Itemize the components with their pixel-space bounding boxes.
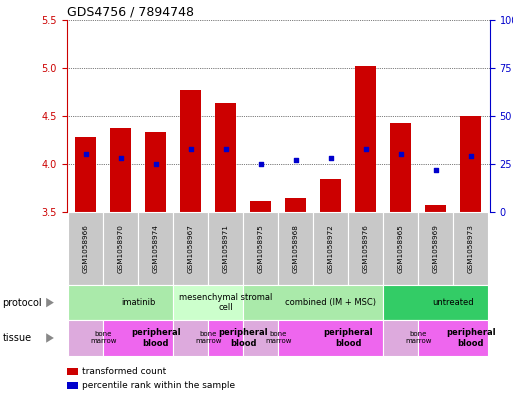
Bar — [181, 90, 201, 212]
Bar — [208, 320, 243, 356]
Bar — [68, 285, 173, 320]
Text: peripheral
blood: peripheral blood — [446, 328, 496, 348]
Bar — [460, 116, 481, 212]
Point — [82, 151, 90, 158]
Bar — [278, 320, 383, 356]
Bar — [145, 132, 166, 212]
Point — [397, 151, 405, 158]
Point — [222, 145, 230, 152]
Bar — [383, 285, 488, 320]
Bar — [418, 320, 488, 356]
Bar — [250, 201, 271, 212]
Polygon shape — [46, 298, 54, 307]
Text: GSM1058968: GSM1058968 — [293, 224, 299, 273]
Bar — [418, 212, 453, 285]
Point — [187, 145, 195, 152]
Bar — [243, 212, 278, 285]
Point — [466, 153, 475, 160]
Text: GSM1058973: GSM1058973 — [468, 224, 473, 273]
Point — [431, 167, 440, 173]
Text: combined (IM + MSC): combined (IM + MSC) — [285, 298, 376, 307]
Text: GSM1058971: GSM1058971 — [223, 224, 229, 273]
Text: percentile rank within the sample: percentile rank within the sample — [82, 382, 235, 390]
Text: bone
marrow: bone marrow — [90, 331, 116, 345]
Text: GSM1058976: GSM1058976 — [363, 224, 369, 273]
Text: peripheral
blood: peripheral blood — [323, 328, 373, 348]
Bar — [215, 103, 236, 212]
Bar — [355, 66, 376, 212]
Text: protocol: protocol — [3, 298, 42, 308]
Text: GSM1058970: GSM1058970 — [118, 224, 124, 273]
Text: GSM1058969: GSM1058969 — [432, 224, 439, 273]
Text: untreated: untreated — [432, 298, 474, 307]
Bar — [68, 212, 104, 285]
Bar — [453, 212, 488, 285]
Bar — [75, 137, 96, 212]
Bar — [139, 212, 173, 285]
Bar — [67, 368, 78, 375]
Bar — [243, 320, 278, 356]
Bar — [383, 320, 418, 356]
Bar — [68, 320, 104, 356]
Text: GSM1058965: GSM1058965 — [398, 224, 404, 273]
Bar — [313, 212, 348, 285]
Text: peripheral
blood: peripheral blood — [131, 328, 181, 348]
Point — [256, 161, 265, 167]
Text: bone
marrow: bone marrow — [195, 331, 222, 345]
Point — [362, 145, 370, 152]
Bar — [278, 212, 313, 285]
Text: GSM1058975: GSM1058975 — [258, 224, 264, 273]
Text: mesenchymal stromal
cell: mesenchymal stromal cell — [179, 293, 272, 312]
Bar — [383, 212, 418, 285]
Point — [292, 157, 300, 163]
Text: GDS4756 / 7894748: GDS4756 / 7894748 — [67, 6, 194, 18]
Text: imatinib: imatinib — [121, 298, 155, 307]
Bar — [104, 320, 173, 356]
Bar — [320, 178, 341, 212]
Text: transformed count: transformed count — [82, 367, 166, 376]
Text: GSM1058972: GSM1058972 — [328, 224, 334, 273]
Text: bone
marrow: bone marrow — [405, 331, 431, 345]
Point — [152, 161, 160, 167]
Text: tissue: tissue — [3, 333, 32, 343]
Text: GSM1058974: GSM1058974 — [153, 224, 159, 273]
Bar — [425, 206, 446, 212]
Bar — [173, 320, 208, 356]
Point — [117, 155, 125, 162]
Bar — [390, 123, 411, 212]
Text: GSM1058967: GSM1058967 — [188, 224, 194, 273]
Text: bone
marrow: bone marrow — [265, 331, 291, 345]
Text: GSM1058966: GSM1058966 — [83, 224, 89, 273]
Text: peripheral
blood: peripheral blood — [219, 328, 268, 348]
Bar — [285, 198, 306, 212]
Polygon shape — [46, 333, 54, 343]
Bar — [243, 285, 383, 320]
Point — [327, 155, 335, 162]
Bar — [208, 212, 243, 285]
Bar — [104, 212, 139, 285]
Bar — [67, 382, 78, 389]
Bar — [348, 212, 383, 285]
Bar — [173, 212, 208, 285]
Bar — [173, 285, 243, 320]
Bar — [110, 129, 131, 212]
